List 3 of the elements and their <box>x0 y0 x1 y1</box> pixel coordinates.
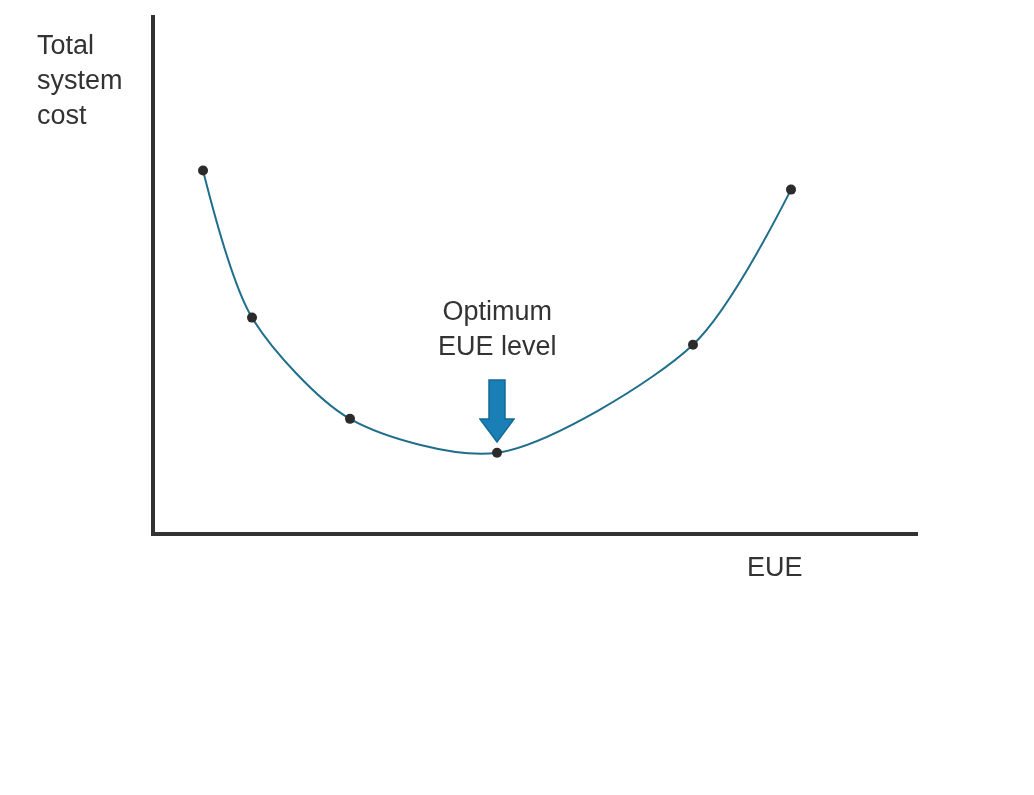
annotation: Optimum EUE level <box>438 296 557 362</box>
x-axis-title: EUE <box>747 552 803 582</box>
y-axis-title: Total system cost <box>37 30 123 131</box>
